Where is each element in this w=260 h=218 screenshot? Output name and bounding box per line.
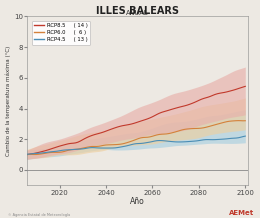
- X-axis label: Año: Año: [130, 197, 145, 206]
- Legend: RCP8.5     ( 14 ), RCP6.0     (  6 ), RCP4.5     ( 13 ): RCP8.5 ( 14 ), RCP6.0 ( 6 ), RCP4.5 ( 13…: [32, 21, 90, 45]
- Text: © Agencia Estatal de Meteorología: © Agencia Estatal de Meteorología: [8, 213, 70, 217]
- Title: ILLES BALEARS: ILLES BALEARS: [96, 5, 179, 15]
- Text: ANUAL: ANUAL: [126, 10, 148, 16]
- Text: AEMet: AEMet: [229, 210, 254, 216]
- Y-axis label: Cambio de la temperatura máxima (°C): Cambio de la temperatura máxima (°C): [5, 46, 11, 156]
